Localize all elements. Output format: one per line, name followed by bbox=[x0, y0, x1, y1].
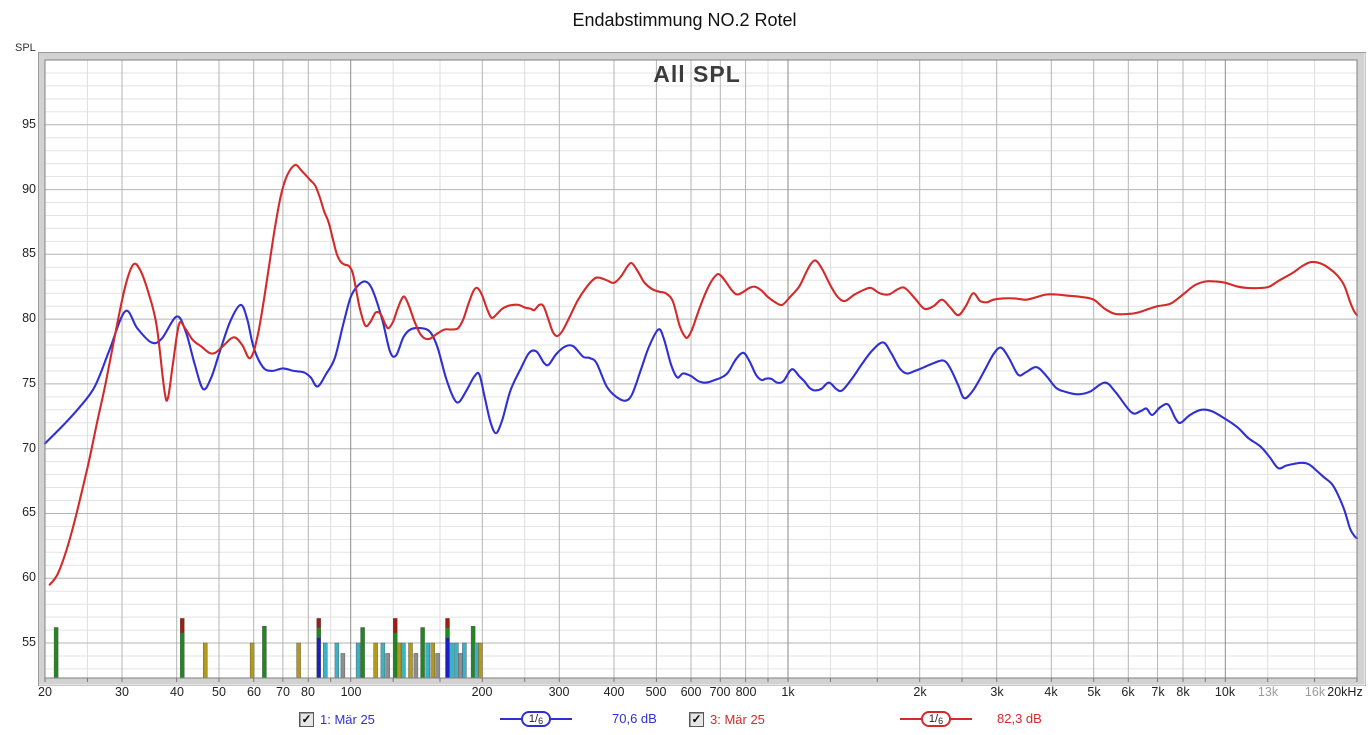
y-axis-unit-label: SPL bbox=[15, 42, 36, 54]
series2-smoothing-badge[interactable]: 1/6 bbox=[900, 711, 972, 727]
series1-checkbox[interactable]: ✓ bbox=[299, 711, 314, 727]
x-tick-label: 200 bbox=[471, 685, 493, 699]
chart-title: All SPL bbox=[653, 61, 741, 87]
legend-series2: ✓ 3: Mär 25 bbox=[689, 710, 765, 728]
page-title: Endabstimmung NO.2 Rotel bbox=[572, 10, 797, 30]
series2-label: 3: Mär 25 bbox=[710, 711, 765, 727]
y-tick-label: 95 bbox=[22, 117, 36, 131]
x-tick-label: 60 bbox=[247, 685, 261, 699]
x-tick-label: 600 bbox=[680, 685, 702, 699]
x-tick-label: 100 bbox=[340, 685, 362, 699]
x-tick-label: 40 bbox=[170, 685, 184, 699]
series1-smoothing-badge[interactable]: 1/6 bbox=[500, 711, 572, 727]
x-tick-label: 13k bbox=[1257, 685, 1279, 699]
x-tick-label: 3k bbox=[990, 685, 1004, 699]
series1-smoothing-value: 1/6 bbox=[520, 711, 552, 727]
x-tick-label: 30 bbox=[115, 685, 129, 699]
x-tick-label: 8k bbox=[1176, 685, 1190, 699]
series2-level-value: 82,3 dB bbox=[997, 711, 1042, 726]
series2-smoothing-value: 1/6 bbox=[920, 711, 952, 727]
x-tick-label: 7k bbox=[1151, 685, 1165, 699]
x-tick-label: 500 bbox=[645, 685, 667, 699]
y-tick-label: 65 bbox=[22, 505, 36, 519]
x-tick-label: 6k bbox=[1121, 685, 1135, 699]
series1-level-value: 70,6 dB bbox=[612, 711, 657, 726]
x-tick-label: 80 bbox=[301, 685, 315, 699]
y-tick-label: 90 bbox=[22, 182, 36, 196]
x-tick-label: 1k bbox=[781, 685, 795, 699]
y-tick-label: 75 bbox=[22, 376, 36, 390]
legend-series1: ✓ 1: Mär 25 bbox=[299, 710, 375, 728]
x-tick-label: 800 bbox=[735, 685, 757, 699]
x-tick-label: 5k bbox=[1087, 685, 1101, 699]
y-tick-label: 55 bbox=[22, 635, 36, 649]
x-tick-label: 400 bbox=[603, 685, 625, 699]
x-tick-label: 4k bbox=[1044, 685, 1058, 699]
x-tick-label: 70 bbox=[276, 685, 290, 699]
y-tick-label: 85 bbox=[22, 246, 36, 260]
y-tick-label: 80 bbox=[22, 311, 36, 325]
x-tick-label: 700 bbox=[709, 685, 731, 699]
x-tick-label: 50 bbox=[212, 685, 226, 699]
x-tick-label: 20 bbox=[38, 685, 52, 699]
x-tick-label: 20kHz bbox=[1327, 685, 1363, 699]
x-tick-label: 2k bbox=[913, 685, 927, 699]
y-tick-label: 70 bbox=[22, 441, 36, 455]
x-tick-label: 10k bbox=[1214, 685, 1236, 699]
x-tick-label: 16k bbox=[1304, 685, 1326, 699]
y-tick-label: 60 bbox=[22, 570, 36, 584]
x-tick-label: 300 bbox=[548, 685, 570, 699]
series1-label: 1: Mär 25 bbox=[320, 711, 375, 727]
series2-checkbox[interactable]: ✓ bbox=[689, 711, 704, 727]
